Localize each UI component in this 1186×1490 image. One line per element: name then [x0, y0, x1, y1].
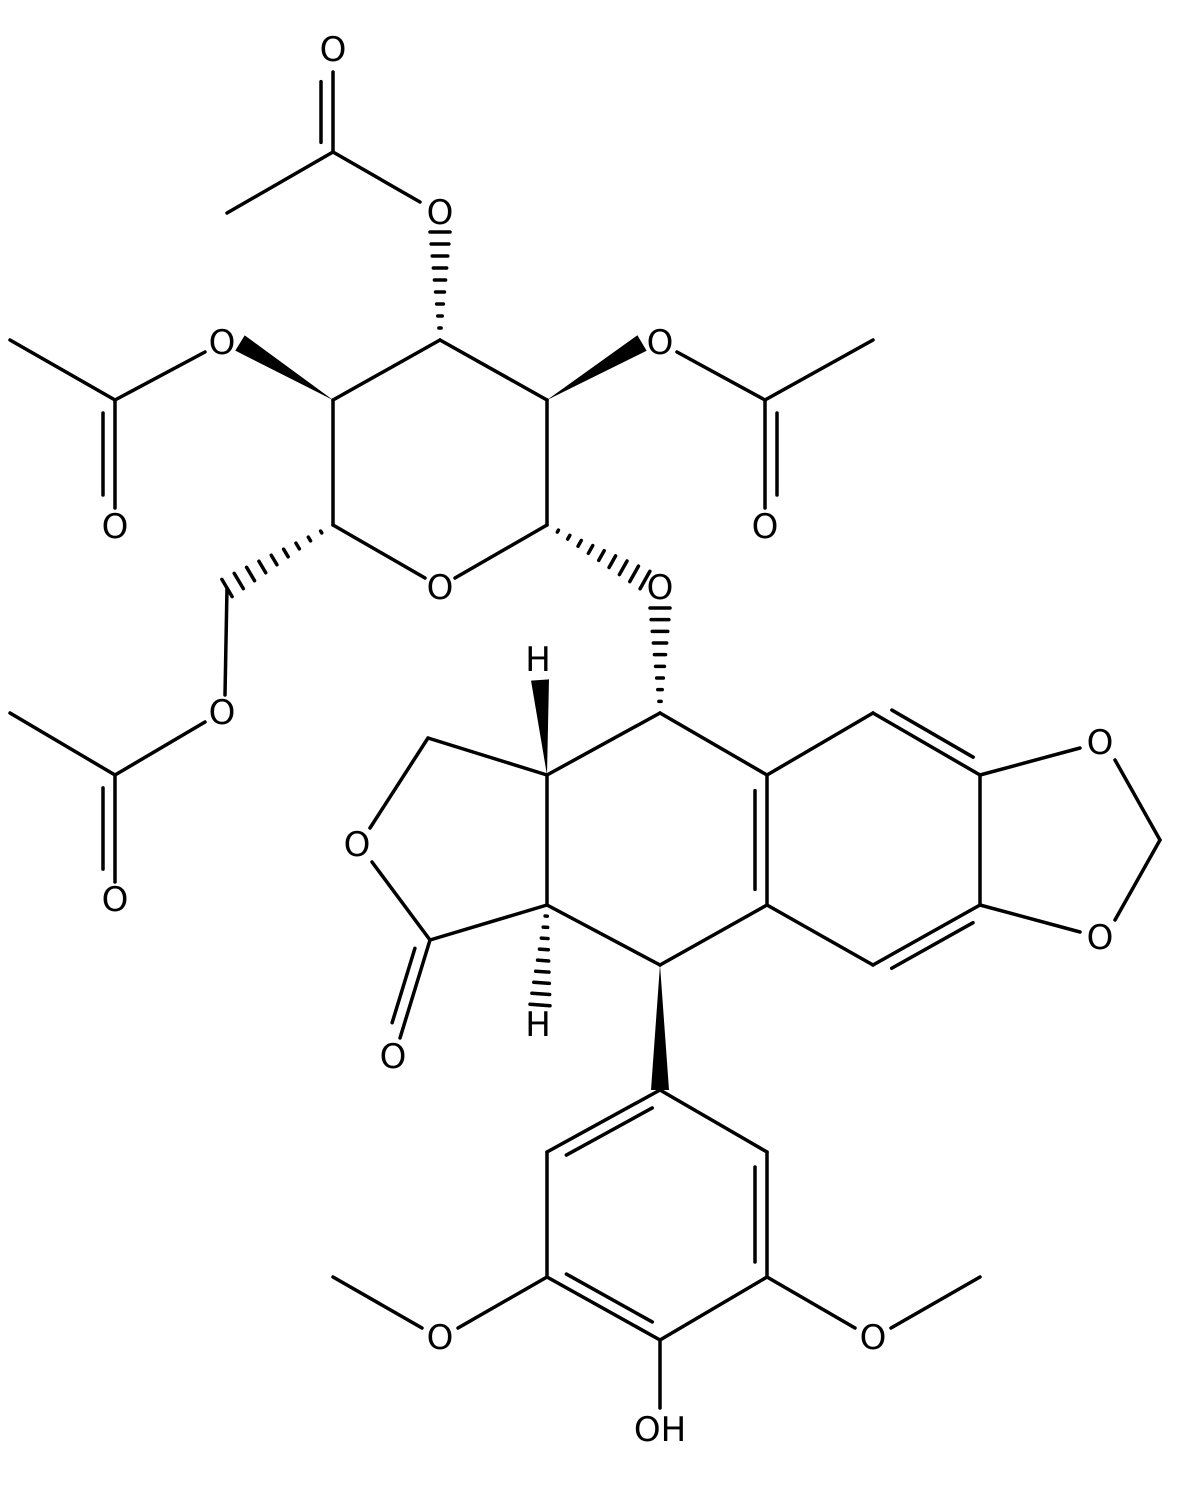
hash-bond	[638, 569, 652, 591]
bond	[113, 350, 207, 402]
atom-label: O	[320, 30, 347, 70]
atom-label: O	[1087, 918, 1114, 958]
atom-label: O	[380, 1037, 407, 1077]
atom-label: O	[344, 825, 371, 865]
wedge-bond	[547, 335, 647, 400]
bond	[428, 903, 549, 942]
hash-bond	[281, 547, 290, 559]
bond	[675, 350, 767, 402]
atom-label: O	[427, 568, 454, 608]
bond	[368, 736, 430, 830]
hash-bond	[530, 991, 552, 997]
atom-label: O	[102, 880, 129, 920]
atom-label: O	[647, 568, 674, 608]
bond	[658, 711, 769, 777]
bond	[331, 523, 427, 580]
hash-bond	[533, 969, 551, 974]
hash-bond	[294, 541, 302, 551]
hash-bond	[607, 554, 618, 570]
hash-bond	[565, 533, 572, 541]
hash-bond	[617, 559, 629, 577]
bond	[545, 1088, 662, 1154]
bond	[331, 1275, 424, 1330]
bond	[765, 1275, 857, 1330]
atom-label: O	[752, 507, 779, 547]
hash-bond	[586, 543, 595, 556]
bond	[658, 1275, 769, 1342]
bond	[890, 708, 975, 759]
atom-label: O	[427, 193, 454, 233]
atom-label: H	[525, 1005, 551, 1045]
bond	[564, 1272, 655, 1324]
hash-bond	[257, 559, 268, 575]
bond	[390, 946, 417, 1025]
atom-label: O	[209, 693, 236, 733]
bond	[658, 903, 769, 967]
bond	[545, 903, 662, 967]
wedge-bond	[651, 965, 669, 1090]
bond	[545, 1275, 662, 1342]
atom-label: OH	[634, 1410, 686, 1450]
hash-bond	[596, 548, 606, 563]
hash-bond	[532, 980, 552, 986]
bond	[331, 150, 422, 204]
bond	[453, 523, 549, 580]
bond	[225, 150, 335, 215]
bond	[370, 860, 432, 942]
bond	[763, 338, 875, 402]
bond	[1113, 758, 1162, 842]
hash-bond	[535, 958, 551, 963]
bond	[765, 711, 875, 777]
hash-bond	[318, 529, 324, 535]
bond	[765, 903, 875, 967]
wedge-bond	[531, 679, 549, 775]
atom-label: O	[209, 323, 236, 363]
hash-bond	[306, 535, 313, 543]
bond	[658, 1088, 769, 1154]
bond	[113, 720, 207, 777]
bond	[545, 711, 662, 777]
bond	[223, 586, 229, 697]
bond	[889, 920, 975, 971]
bond	[871, 903, 982, 967]
atom-label: O	[102, 507, 129, 547]
hash-bond	[555, 528, 561, 534]
bond	[426, 736, 549, 777]
bond	[978, 903, 1082, 934]
atom-label: O	[647, 323, 674, 363]
wedge-bond	[235, 335, 333, 400]
bond	[438, 338, 549, 402]
bond	[1113, 838, 1162, 922]
bond	[398, 938, 432, 1040]
hash-bond	[537, 947, 551, 952]
bond	[564, 1106, 654, 1157]
hash-bond	[244, 565, 257, 583]
atom-label: H	[525, 640, 551, 680]
bond	[8, 338, 117, 402]
bond	[331, 338, 442, 402]
atom-label: O	[1087, 723, 1114, 763]
bond	[889, 1275, 982, 1330]
bond	[871, 711, 982, 777]
atom-label: O	[427, 1318, 454, 1358]
atom-label: O	[860, 1318, 887, 1358]
hash-bond	[576, 538, 584, 548]
hash-bond	[232, 571, 246, 591]
hash-bond	[269, 553, 279, 567]
bond	[978, 746, 1082, 777]
hash-bond	[628, 564, 641, 584]
hash-bond	[528, 1002, 552, 1008]
bond	[456, 1275, 549, 1330]
bond	[8, 711, 117, 777]
